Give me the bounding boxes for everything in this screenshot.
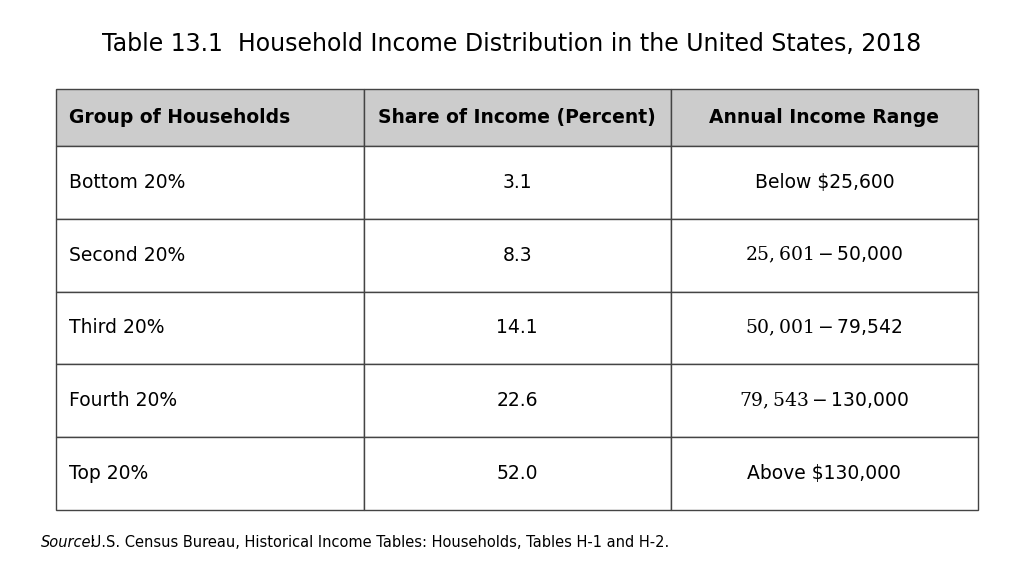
Text: Second 20%: Second 20% [69,245,185,264]
Text: Below $25,600: Below $25,600 [755,173,894,192]
Text: 8.3: 8.3 [503,245,531,264]
Text: $50,001 - $79,542: $50,001 - $79,542 [745,318,903,338]
Text: Share of Income (Percent): Share of Income (Percent) [378,108,656,127]
Text: Third 20%: Third 20% [69,319,164,338]
Text: Group of Households: Group of Households [69,108,290,127]
Text: Top 20%: Top 20% [69,464,147,483]
Text: 22.6: 22.6 [497,391,538,410]
Text: 3.1: 3.1 [503,173,531,192]
Text: Source:: Source: [41,535,96,550]
Text: Fourth 20%: Fourth 20% [69,391,177,410]
Text: 14.1: 14.1 [497,319,538,338]
Text: 52.0: 52.0 [497,464,538,483]
Text: U.S. Census Bureau, Historical Income Tables: Households, Tables H-1 and H-2.: U.S. Census Bureau, Historical Income Ta… [86,535,670,550]
Text: $25,601 - $50,000: $25,601 - $50,000 [745,245,903,266]
Text: Bottom 20%: Bottom 20% [69,173,185,192]
Text: $79,543 - $130,000: $79,543 - $130,000 [739,391,909,411]
Text: Annual Income Range: Annual Income Range [710,108,939,127]
Text: Above $130,000: Above $130,000 [748,464,901,483]
Text: Table 13.1  Household Income Distribution in the United States, 2018: Table 13.1 Household Income Distribution… [102,32,922,56]
